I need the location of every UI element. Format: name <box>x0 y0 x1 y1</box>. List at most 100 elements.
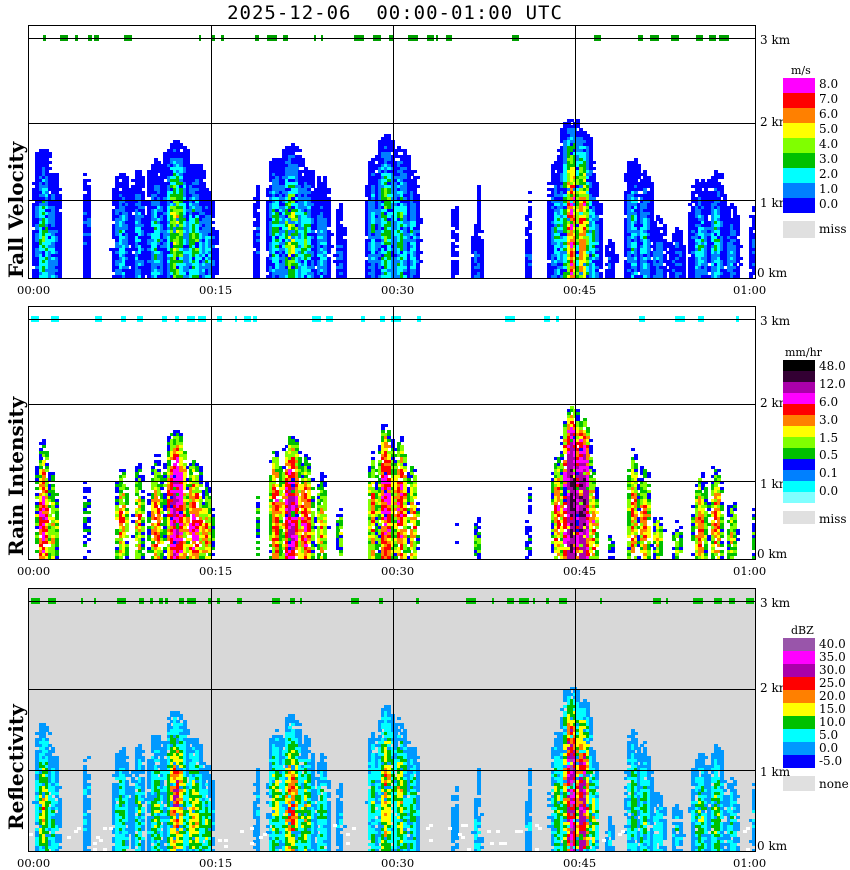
colorbar-missing-swatch <box>783 776 815 791</box>
colorbar-tick-label: 20.0 <box>819 689 846 703</box>
colorbar-swatch <box>783 198 815 213</box>
ytick-2km-p2: 2 km <box>760 396 791 410</box>
xtick-0100-p1: 01:00 <box>733 283 767 297</box>
colorbar-reflectivity: dBZ 40.0 35.0 30.0 25.0 20.0 15.0 10.0 5.0 0.0 -5… <box>783 624 849 804</box>
ytick-3km-p2: 3 km <box>760 314 791 328</box>
ytick-2km-p3: 2 km <box>760 681 791 695</box>
colorbar-tick-label: 10.0 <box>819 715 846 729</box>
ytick-1km-p2: 1 km <box>760 477 791 491</box>
xtick-0000-p3: 00:00 <box>17 856 51 870</box>
colorbar-swatch <box>783 78 815 93</box>
colorbar-swatch <box>783 481 815 492</box>
colorbar-units-rain-intensity: mm/hr <box>785 346 822 359</box>
colorbar-tick-label: 0.0 <box>819 484 839 499</box>
panel-reflectivity <box>28 588 756 852</box>
colorbar-swatch <box>783 470 815 481</box>
colorbar-swatch <box>783 393 815 404</box>
xtick-0015-p1: 00:15 <box>199 283 233 297</box>
colorbar-swatch <box>783 108 815 123</box>
colorbar-swatch <box>783 168 815 183</box>
xtick-0045-p3: 00:45 <box>563 856 597 870</box>
ytick-0km-p1: 0 km <box>757 266 788 280</box>
colorbar-tick-label: 2.0 <box>819 167 839 181</box>
xtick-0100-p3: 01:00 <box>733 856 767 870</box>
colorbar-tick-label: 6.0 <box>819 107 839 121</box>
colorbar-missing-label: miss <box>819 512 847 526</box>
colorbar-swatch <box>783 437 815 448</box>
colorbar-tick-label: -5.0 <box>819 754 843 768</box>
colorbar-swatch <box>783 153 815 168</box>
colorbar-swatch <box>783 716 815 729</box>
colorbar-tick-label: 40.0 <box>819 637 846 651</box>
colorbar-swatch <box>783 742 815 755</box>
colorbar-tick-label: 0.0 <box>819 741 839 755</box>
colorbar-tick-label: 15.0 <box>819 702 846 716</box>
colorbar-swatch <box>783 651 815 664</box>
xtick-0045-p1: 00:45 <box>563 283 597 297</box>
xtick-0100-p2: 01:00 <box>733 564 767 578</box>
colorbar-swatch <box>783 371 815 382</box>
colorbar-swatch <box>783 755 815 768</box>
rain-intensity-plot <box>29 307 755 559</box>
ytick-1km-p1: 1 km <box>760 196 791 210</box>
figure-title: 2025-12-06 00:00-01:00 UTC <box>227 2 563 24</box>
colorbar-swatch <box>783 703 815 716</box>
colorbar-missing-swatch <box>783 221 815 238</box>
colorbar-tick-label: 12.0 <box>819 376 846 391</box>
colorbar-tick-label: 0.1 <box>819 466 839 481</box>
ytick-3km-p3: 3 km <box>760 596 791 610</box>
xtick-0045-p2: 00:45 <box>563 564 597 578</box>
colorbar-swatch <box>783 415 815 426</box>
xtick-0015-p2: 00:15 <box>199 564 233 578</box>
colorbar-tick-label: 7.0 <box>819 92 839 106</box>
colorbar-tick-label: 6.0 <box>819 394 839 409</box>
colorbar-swatch <box>783 492 815 503</box>
colorbar-tick-label: 1.0 <box>819 182 839 196</box>
colorbar-swatch <box>783 690 815 703</box>
colorbar-swatch <box>783 729 815 742</box>
reflectivity-plot <box>29 589 755 851</box>
colorbar-tick-label: 25.0 <box>819 676 846 690</box>
colorbar-swatch <box>783 638 815 651</box>
colorbar-swatch <box>783 138 815 153</box>
colorbar-swatch <box>783 664 815 677</box>
colorbar-swatch <box>783 183 815 198</box>
colorbar-swatch <box>783 93 815 108</box>
colorbar-swatch <box>783 382 815 393</box>
xtick-0000-p1: 00:00 <box>17 283 51 297</box>
panel-label-fall-velocity: Fall Velocity <box>4 141 28 278</box>
colorbar-missing-swatch <box>783 511 815 524</box>
xtick-0030-p1: 00:30 <box>381 283 415 297</box>
xtick-0015-p3: 00:15 <box>199 856 233 870</box>
xtick-0030-p2: 00:30 <box>381 564 415 578</box>
colorbar-tick-label: 48.0 <box>819 359 846 373</box>
colorbar-tick-label: 0.5 <box>819 448 839 463</box>
colorbar-swatch <box>783 404 815 415</box>
colorbar-swatch <box>783 677 815 690</box>
panel-label-reflectivity: Reflectivity <box>4 704 28 830</box>
colorbar-swatch <box>783 360 815 371</box>
colorbar-rain-intensity: mm/hr 48.0 12.0 6.0 3.0 1.5 0.5 0.1 0.0 miss <box>783 346 849 526</box>
colorbar-swatch <box>783 426 815 437</box>
colorbar-fall-velocity: m/s 8.0 7.0 6.0 5.0 4.0 3.0 2.0 1.0 0.0 miss <box>783 64 849 238</box>
ytick-3km-p1: 3 km <box>760 33 791 47</box>
colorbar-tick-label: 4.0 <box>819 137 839 151</box>
panel-label-rain-intensity: Rain Intensity <box>4 396 28 556</box>
colorbar-swatch <box>783 448 815 459</box>
colorbar-units-reflectivity: dBZ <box>791 624 814 637</box>
colorbar-missing-label: none <box>819 777 849 791</box>
ytick-0km-p2: 0 km <box>757 547 788 561</box>
panel-rain-intensity <box>28 306 756 560</box>
colorbar-swatch <box>783 123 815 138</box>
colorbar-tick-label: 5.0 <box>819 122 839 136</box>
colorbar-swatch <box>783 459 815 470</box>
colorbar-tick-label: 3.0 <box>819 412 839 427</box>
colorbar-units-fall-velocity: m/s <box>791 64 811 77</box>
colorbar-tick-label: 5.0 <box>819 728 839 742</box>
ytick-0km-p3: 0 km <box>757 839 788 853</box>
ytick-2km-p1: 2 km <box>760 115 791 129</box>
colorbar-missing-label: miss <box>819 222 847 236</box>
fall-velocity-plot <box>29 26 755 278</box>
colorbar-tick-label: 30.0 <box>819 663 846 677</box>
